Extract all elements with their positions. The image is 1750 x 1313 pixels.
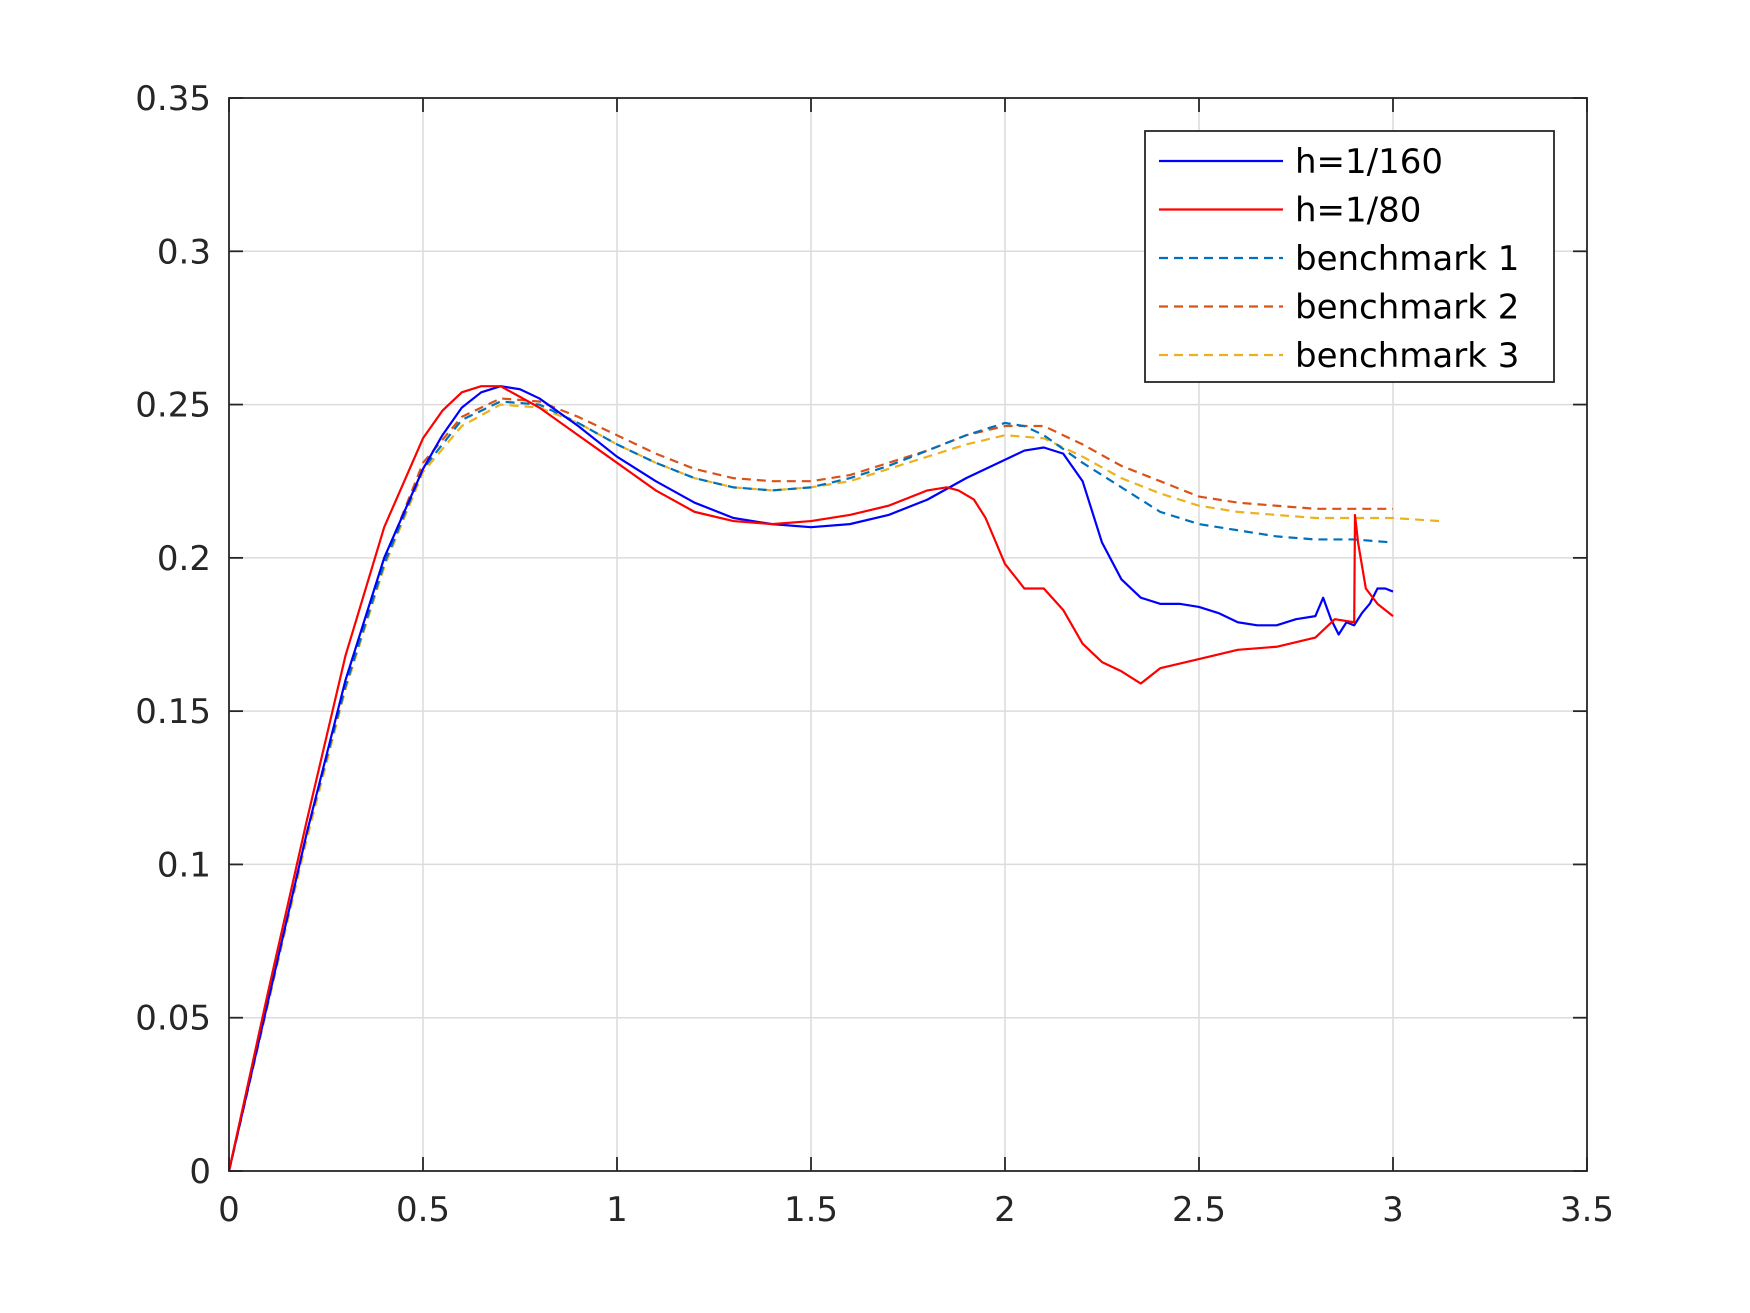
legend-items: h=1/160 h=1/80 benchmark 1 benchmark 2 bench…: [1159, 142, 1519, 376]
y-tick-label: 0.25: [135, 386, 211, 426]
x-tick-label: 2: [994, 1190, 1016, 1230]
series-line-benchmark-1: [227, 400, 1394, 1172]
legend-label: benchmark 3: [1295, 336, 1519, 376]
series-line-benchmark-2: [227, 397, 1393, 1172]
y-tick-label: 0.05: [135, 999, 211, 1039]
legend-label: benchmark 2: [1295, 288, 1519, 328]
tick-marks: [228, 97, 1588, 1172]
y-tick-label: 0.3: [157, 232, 211, 272]
y-tick-label: 0.15: [135, 692, 211, 732]
axes-box: [228, 97, 1588, 1172]
x-tick-label: 3.5: [1560, 1190, 1614, 1230]
legend-box: [1144, 130, 1555, 383]
legend: h=1/160 h=1/80 benchmark 1 benchmark 2 bench…: [1144, 130, 1555, 383]
series-line-h-1-80: [227, 385, 1394, 1172]
x-tick-label: 0.5: [396, 1190, 450, 1230]
series-line-h-1-160: [227, 385, 1394, 1172]
legend-label: benchmark 1: [1295, 239, 1519, 279]
y-tick-labels: 0 0.05 0.1 0.15 0.2 0.25 0.3 0.35: [135, 79, 211, 1192]
x-tick-label: 0: [218, 1190, 240, 1230]
x-tick-labels: 0 0.5 1 1.5 2 2.5 3 3.5: [218, 1190, 1614, 1230]
y-tick-label: 0.2: [157, 539, 211, 579]
x-tick-label: 1.5: [784, 1190, 838, 1230]
y-tick-label: 0: [189, 1152, 211, 1192]
y-tick-label: 0.35: [135, 79, 211, 119]
legend-label: h=1/160: [1295, 142, 1443, 182]
x-tick-label: 1: [606, 1190, 628, 1230]
series-layer: [227, 385, 1440, 1172]
y-tick-label: 0.1: [157, 845, 211, 885]
series-line-benchmark-3: [227, 403, 1440, 1172]
legend-label: h=1/80: [1295, 191, 1421, 231]
x-tick-label: 2.5: [1172, 1190, 1226, 1230]
x-tick-label: 3: [1382, 1190, 1404, 1230]
